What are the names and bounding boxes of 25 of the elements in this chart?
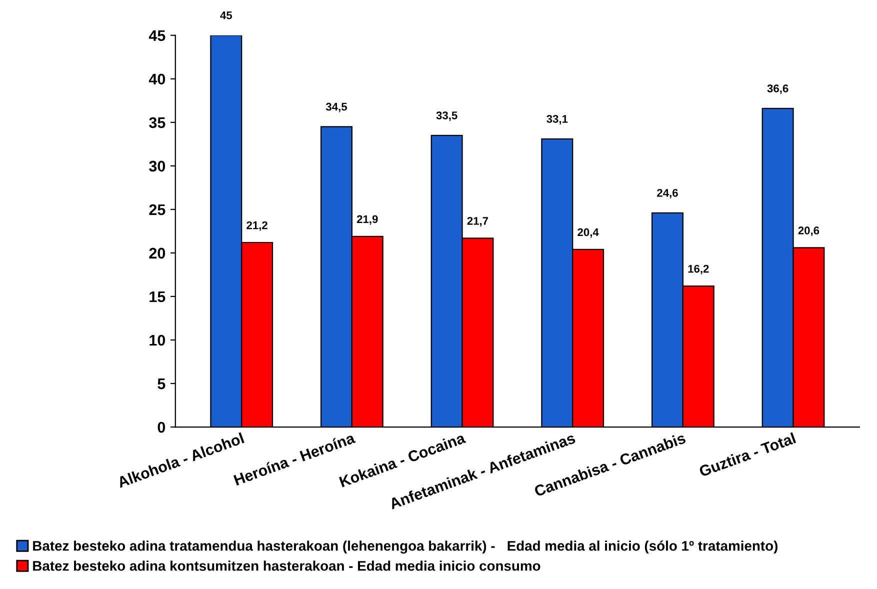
y-tick-label: 45: [148, 30, 166, 42]
y-tick-label: 5: [158, 378, 166, 390]
data-label: 20,4: [578, 228, 599, 238]
y-tick-label: 40: [148, 74, 166, 85]
y-tick-label: 35: [149, 117, 166, 128]
y-tick-label: 0: [158, 422, 166, 433]
x-tick-label: Guztira - Total: [698, 432, 796, 477]
data-label: 16,2: [688, 264, 709, 274]
data-label: 33,5: [436, 111, 458, 121]
y-tick-label: 20: [149, 248, 166, 259]
y-tick-label: 25: [149, 204, 166, 216]
data-label: 21,9: [356, 215, 378, 225]
y-tick-label: 15: [150, 291, 166, 302]
data-label: 34,5: [326, 102, 347, 112]
data-label: 21,2: [246, 221, 268, 231]
data-label: 20,6: [798, 226, 820, 236]
data-label: 36,6: [767, 84, 788, 94]
legend-label: Batez besteko adina kontsumitzen hasterakoan - Edad media inicio consumo: [33, 560, 540, 571]
y-tick-label: 30: [149, 160, 166, 172]
data-label: 24,6: [657, 188, 678, 198]
y-tick-label: 10: [150, 334, 166, 346]
data-label: 21,7: [467, 216, 488, 226]
data-label: 45: [220, 12, 232, 20]
legend-label: Batez besteko adina tratamendua hasterakoan (lehenengoa bakarrik) - Edad media al inicio (sólo 1º tratamiento): [33, 540, 778, 554]
data-label: 33,1: [546, 114, 568, 124]
